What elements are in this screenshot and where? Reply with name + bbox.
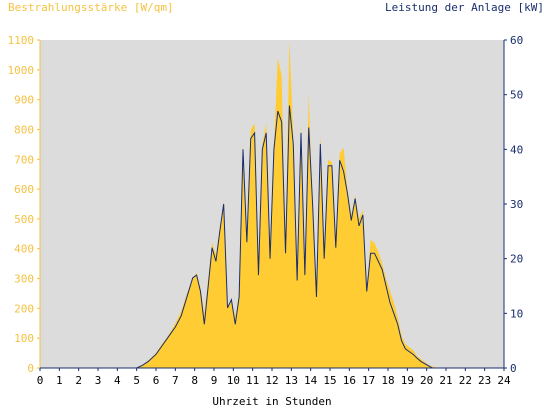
left-tick-label: 800 xyxy=(14,123,34,136)
left-tick-label: 1100 xyxy=(8,34,35,47)
x-tick-label: 6 xyxy=(153,374,160,387)
x-tick-label: 12 xyxy=(265,374,278,387)
x-tick-label: 24 xyxy=(497,374,511,387)
x-tick-label: 8 xyxy=(191,374,198,387)
x-tick-label: 13 xyxy=(285,374,298,387)
left-axis-title: Bestrahlungsstärke [W/qm] xyxy=(8,1,174,14)
x-tick-label: 18 xyxy=(381,374,394,387)
right-tick-label: 30 xyxy=(510,198,523,211)
right-tick-label: 10 xyxy=(510,307,523,320)
x-tick-label: 9 xyxy=(211,374,218,387)
x-axis-label: Uhrzeit in Stunden xyxy=(212,395,331,408)
left-tick-label: 600 xyxy=(14,183,34,196)
x-tick-label: 10 xyxy=(227,374,240,387)
x-tick-label: 15 xyxy=(323,374,336,387)
x-tick-label: 3 xyxy=(95,374,102,387)
left-tick-label: 1000 xyxy=(8,64,35,77)
x-tick-label: 14 xyxy=(304,374,318,387)
right-axis-title: Leistung der Anlage [kW] xyxy=(385,1,544,14)
x-tick-label: 22 xyxy=(459,374,472,387)
x-tick-label: 4 xyxy=(114,374,121,387)
left-tick-label: 0 xyxy=(27,362,34,375)
ticks-layer: 0100200300400500600700800900100011000102… xyxy=(8,34,524,387)
left-tick-label: 700 xyxy=(14,153,34,166)
x-tick-label: 20 xyxy=(420,374,433,387)
x-tick-label: 5 xyxy=(133,374,140,387)
left-tick-label: 400 xyxy=(14,243,34,256)
x-tick-label: 21 xyxy=(439,374,452,387)
right-tick-label: 40 xyxy=(510,143,523,156)
left-tick-label: 300 xyxy=(14,273,34,286)
series-power-line xyxy=(40,105,504,369)
x-tick-label: 16 xyxy=(343,374,356,387)
left-tick-label: 900 xyxy=(14,94,34,107)
right-tick-label: 0 xyxy=(510,362,517,375)
x-tick-label: 23 xyxy=(478,374,491,387)
right-tick-label: 60 xyxy=(510,34,523,47)
x-tick-label: 19 xyxy=(401,374,414,387)
series-layer xyxy=(40,40,504,369)
x-tick-label: 7 xyxy=(172,374,179,387)
x-tick-label: 17 xyxy=(362,374,375,387)
right-tick-label: 20 xyxy=(510,253,523,266)
left-tick-label: 100 xyxy=(14,332,34,345)
left-tick-label: 200 xyxy=(14,302,34,315)
x-tick-label: 1 xyxy=(56,374,63,387)
right-tick-label: 50 xyxy=(510,89,523,102)
x-tick-label: 0 xyxy=(37,374,44,387)
x-tick-label: 11 xyxy=(246,374,259,387)
left-tick-label: 500 xyxy=(14,213,34,226)
x-tick-label: 2 xyxy=(75,374,82,387)
